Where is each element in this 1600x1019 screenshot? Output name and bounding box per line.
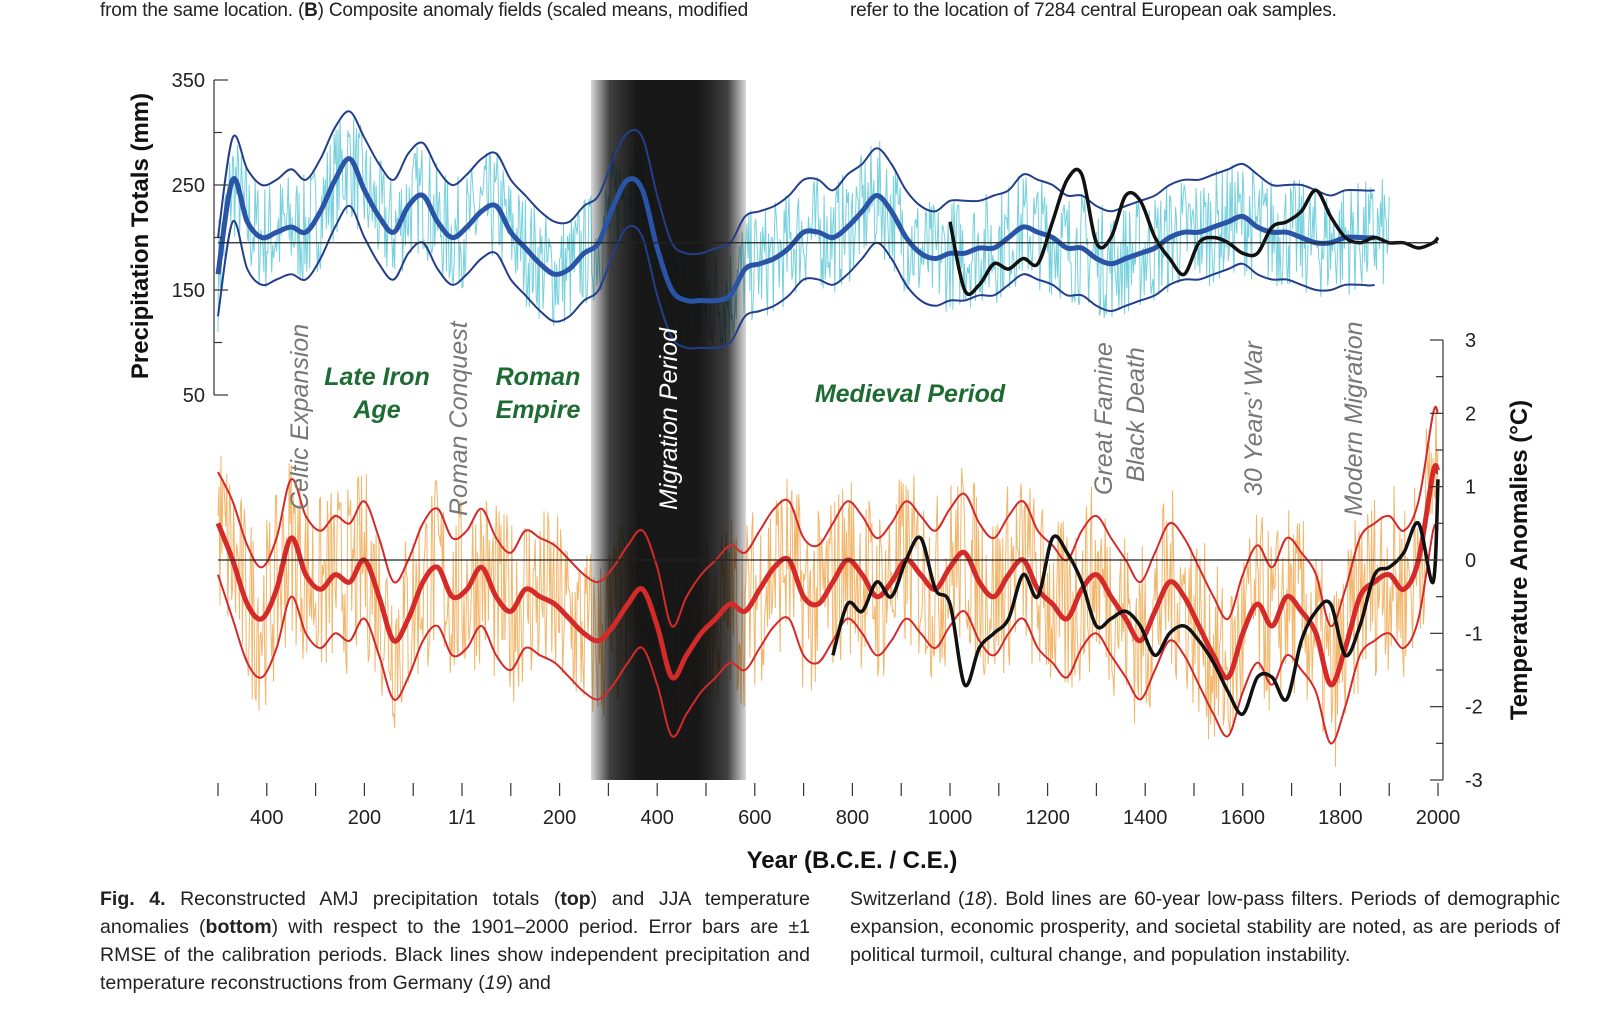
axes-layer: 350 250 150 50 3 2 1 0 -1 -2 -3 400 200 1/1 200 400 600 8…	[172, 70, 1483, 829]
precipitation-tick-label-1: 250	[172, 175, 205, 197]
caption-ref-19: 19	[484, 972, 507, 994]
caption-text-r1: Switzerland (	[850, 888, 965, 910]
raw-data-layer	[217, 118, 1439, 769]
caption-ref-18: 18	[964, 888, 987, 910]
caption-left-column: Fig. 4. Reconstructed AMJ precipitation …	[100, 885, 810, 997]
caption-text-2: ) and JJA temperature anomalies (	[100, 888, 810, 938]
x-tick-label-1: 200	[348, 807, 381, 829]
header-left-text: from the same location. (B) Composite an…	[100, 0, 748, 22]
y-axis-title-precipitation: Precipitation Totals (mm)	[127, 93, 154, 379]
temperature-tick-label-6: -3	[1465, 770, 1483, 792]
precipitation-annual-raw	[217, 118, 1390, 353]
temperature-tick-label-4: -1	[1465, 623, 1483, 645]
caption-text-3: ) with respect to the 1901–2000 period. …	[100, 916, 810, 994]
label-late-iron-age-1: Late Iron	[324, 363, 430, 391]
caption-text-4: ) and	[506, 972, 551, 994]
label-roman-empire-1: Roman	[496, 363, 581, 391]
precipitation-tick-label-0: 350	[172, 70, 205, 92]
label-roman-conquest: Roman Conquest	[445, 320, 473, 516]
caption-right-column: Switzerland (18). Bold lines are 60-year…	[850, 885, 1560, 969]
temperature-tick-label-0: 3	[1465, 330, 1476, 352]
x-tick-label-2: 1/1	[448, 807, 476, 829]
x-tick-label-8: 1200	[1025, 807, 1070, 829]
series-layer	[215, 110, 1441, 745]
temperature-series-1	[217, 405, 1439, 628]
label-medieval-period: Medieval Period	[815, 380, 1006, 408]
temperature-tick-label-3: 0	[1465, 550, 1476, 572]
precipitation-series-1	[217, 110, 1375, 256]
temperature-tick-label-5: -2	[1465, 697, 1483, 719]
x-tick-label-4: 400	[641, 807, 674, 829]
label-late-iron-age-2: Age	[352, 396, 400, 424]
x-tick-label-0: 400	[250, 807, 283, 829]
header-left-c: ) Composite anomaly fields (scaled means…	[317, 0, 749, 21]
caption-bold-top: top	[560, 888, 591, 910]
label-migration-period: Migration Period	[655, 327, 683, 510]
label-thirty-years-war: 30 Years’ War	[1240, 340, 1268, 496]
temperature-series-0	[215, 463, 1441, 688]
header-left-a: from the same location. (	[100, 0, 305, 21]
precipitation-series-2	[217, 204, 1375, 350]
x-tick-label-6: 800	[836, 807, 869, 829]
climate-reconstruction-chart: 350 250 150 50 3 2 1 0 -1 -2 -3 400 200 1/1 200 400 600 8…	[127, 70, 1533, 874]
x-tick-label-5: 600	[738, 807, 771, 829]
caption-text-r2: ). Bold lines are 60-year low-pass filte…	[850, 888, 1560, 966]
caption-text-1: Reconstructed AMJ precipitation totals (	[165, 888, 561, 910]
header-left-b: B	[304, 0, 318, 21]
precipitation-series-0	[215, 156, 1376, 304]
label-black-death: Black Death	[1122, 347, 1150, 482]
label-celtic-expansion: Celtic Expansion	[286, 324, 314, 510]
x-tick-label-9: 1400	[1123, 807, 1168, 829]
figure-label: Fig. 4.	[100, 888, 166, 910]
x-tick-label-12: 2000	[1416, 807, 1461, 829]
temperature-tick-label-2: 1	[1465, 477, 1476, 499]
x-tick-label-10: 1600	[1221, 807, 1266, 829]
temperature-tick-label-1: 2	[1465, 403, 1476, 425]
temperature-series-2	[217, 523, 1439, 745]
x-axis-title: Year (B.C.E. / C.E.)	[747, 847, 958, 874]
temperature-series-3	[831, 479, 1440, 716]
label-great-famine: Great Famine	[1090, 342, 1118, 495]
precipitation-tick-label-3: 50	[183, 385, 205, 407]
x-tick-label-7: 1000	[928, 807, 973, 829]
temperature-annual-raw	[217, 405, 1439, 769]
label-modern-migration: Modern Migration	[1340, 321, 1368, 516]
x-tick-label-11: 1800	[1318, 807, 1363, 829]
y-axis-title-temperature: Temperature Anomalies (°C)	[1506, 400, 1533, 720]
caption-bold-bottom: bottom	[205, 916, 272, 938]
precipitation-tick-label-2: 150	[172, 280, 205, 302]
label-roman-empire-2: Empire	[496, 396, 581, 424]
x-tick-label-3: 200	[543, 807, 576, 829]
header-right-text: refer to the location of 7284 central Eu…	[850, 0, 1337, 21]
